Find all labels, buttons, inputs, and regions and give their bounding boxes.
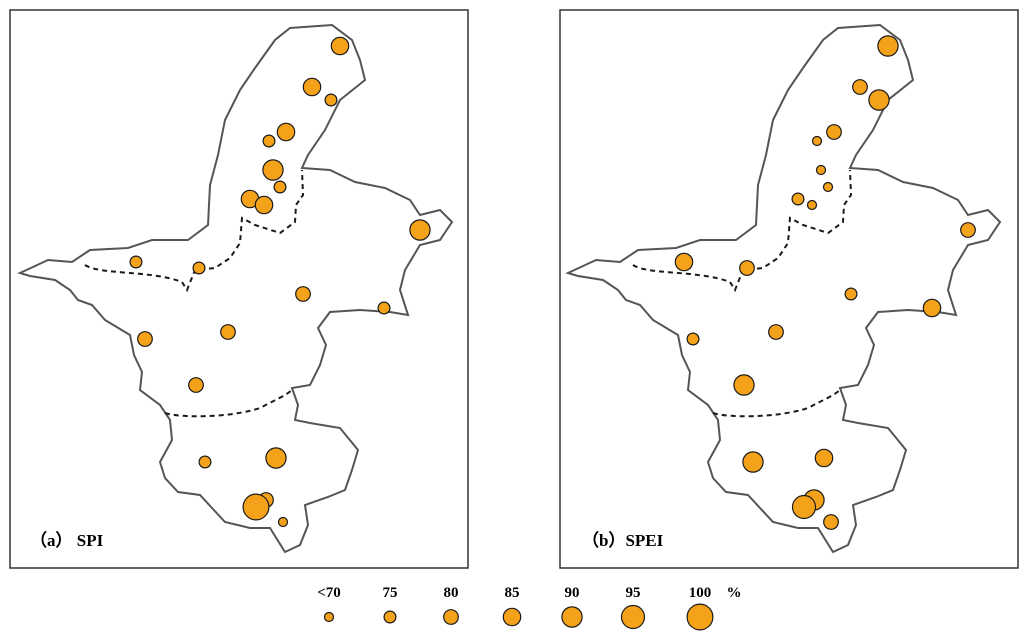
legend-label-3: 85 (505, 585, 520, 601)
station-marker-s13 (295, 286, 311, 302)
legend-label-5: 95 (626, 585, 641, 601)
legend-label-2: 80 (444, 585, 459, 601)
station-marker-s7 (822, 181, 834, 193)
station-marker-s2 (302, 77, 322, 97)
station-marker-s4 (811, 135, 823, 147)
panel-frame (559, 9, 1019, 569)
station-marker-s8 (791, 192, 805, 206)
station-marker-s15 (377, 301, 391, 315)
legend-label-6: 100 (689, 585, 712, 601)
station-marker-s18 (198, 455, 212, 469)
legend-marker-1 (383, 610, 397, 624)
station-marker-s16 (220, 324, 236, 340)
station-marker-s4 (262, 134, 276, 148)
legend-marker-0 (323, 611, 335, 623)
station-marker-s1 (877, 35, 899, 57)
panel-frame (9, 9, 469, 569)
station-marker-s7 (273, 180, 287, 194)
station-marker-s1 (330, 36, 350, 56)
panel-spi: （a） SPI (9, 9, 469, 569)
station-marker-s2 (852, 79, 868, 95)
station-marker-s9 (806, 199, 818, 211)
panel-label: （a） SPI (30, 530, 104, 550)
station-marker-s5 (826, 124, 842, 140)
station-marker-s13 (844, 287, 858, 301)
station-marker-s3 (324, 93, 338, 107)
station-marker-s12 (739, 260, 755, 276)
station-marker-s14 (686, 332, 700, 346)
station-marker-s11 (674, 252, 694, 272)
station-marker-s10 (409, 219, 431, 241)
station-marker-s21 (242, 493, 270, 521)
legend-marker-6 (686, 603, 714, 631)
station-marker-s15 (922, 298, 942, 318)
legend-unit: % (727, 585, 742, 601)
station-marker-s19 (265, 447, 287, 469)
station-markers (674, 35, 976, 530)
station-marker-s12 (192, 261, 206, 275)
station-marker-s14 (137, 331, 153, 347)
station-marker-s5 (276, 122, 296, 142)
station-marker-s16 (768, 324, 784, 340)
station-marker-s10 (960, 222, 976, 238)
station-marker-s3 (868, 89, 890, 111)
panel-spei: （b）SPEI (559, 9, 1019, 569)
station-marker-s21 (791, 494, 817, 520)
legend-marker-3 (502, 607, 522, 627)
station-marker-s17 (733, 374, 755, 396)
station-marker-s22 (277, 516, 289, 528)
legend-label-0: <70 (317, 585, 341, 601)
station-marker-s6 (262, 159, 284, 181)
station-marker-s19 (814, 448, 834, 468)
legend-label-4: 90 (565, 585, 580, 601)
station-marker-s18 (742, 451, 764, 473)
station-markers (129, 36, 431, 528)
station-marker-s6 (815, 164, 827, 176)
legend-marker-2 (443, 609, 459, 625)
legend-label-1: 75 (383, 585, 398, 601)
size-legend: <70 75 80 85 90 95 100% (317, 585, 742, 631)
station-marker-s17 (188, 377, 204, 393)
legend-marker-5 (620, 604, 646, 630)
station-marker-s22 (823, 514, 839, 530)
legend-marker-4 (561, 606, 583, 628)
station-marker-s9 (254, 195, 274, 215)
station-marker-s11 (129, 255, 143, 269)
panel-label: （b）SPEI (582, 530, 664, 550)
